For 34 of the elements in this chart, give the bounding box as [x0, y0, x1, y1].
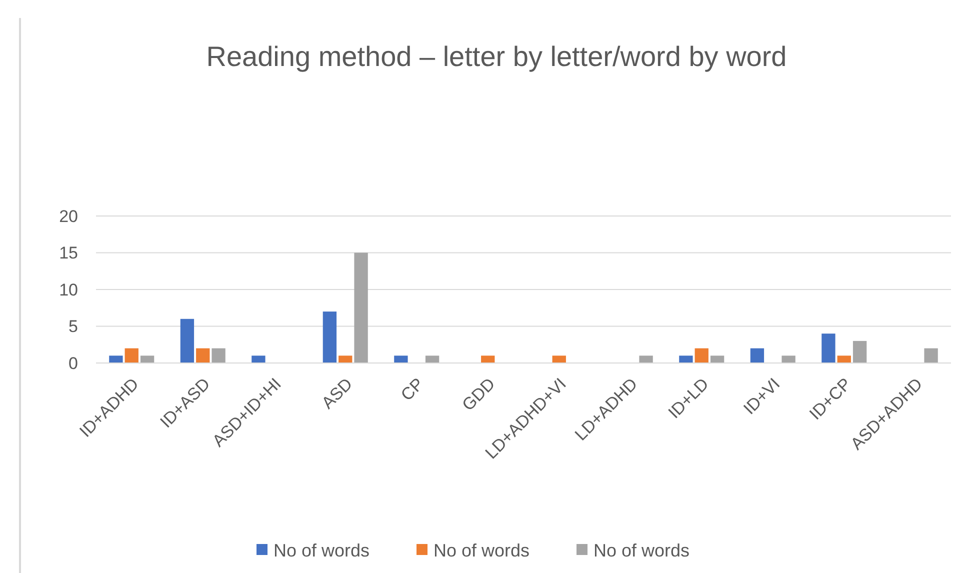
- legend-label: No of words: [274, 540, 370, 560]
- bar: [710, 356, 724, 363]
- y-tick-label: 20: [59, 206, 78, 226]
- bar: [180, 318, 194, 363]
- bar: [212, 348, 226, 363]
- bar: [322, 312, 337, 363]
- bar: [140, 356, 154, 363]
- bar: [196, 348, 210, 363]
- bar: [924, 348, 938, 363]
- bar: [109, 356, 123, 363]
- bar: [822, 334, 836, 363]
- y-tick-label: 10: [59, 280, 78, 300]
- y-tick-label: 5: [68, 317, 78, 336]
- bar: [425, 356, 440, 363]
- bar: [639, 356, 653, 363]
- bar: [837, 356, 851, 363]
- bar: [394, 356, 408, 363]
- bar: [552, 356, 566, 363]
- legend-label: No of words: [594, 540, 690, 560]
- bar: [252, 356, 266, 363]
- legend-label: No of words: [434, 540, 530, 560]
- x-tick-label: CP: [397, 374, 428, 405]
- y-tick-label: 0: [68, 354, 78, 373]
- bar: [852, 340, 867, 363]
- bar: [124, 348, 138, 363]
- y-tick-label: 15: [59, 244, 78, 263]
- bar: [750, 348, 764, 363]
- bar: [694, 348, 708, 363]
- bar: [679, 356, 693, 363]
- chart-title: Reading method – letter by letter/word by word: [206, 41, 787, 72]
- bar: [354, 252, 368, 363]
- bar: [782, 356, 796, 363]
- bar: [338, 356, 352, 363]
- bar: [481, 356, 495, 363]
